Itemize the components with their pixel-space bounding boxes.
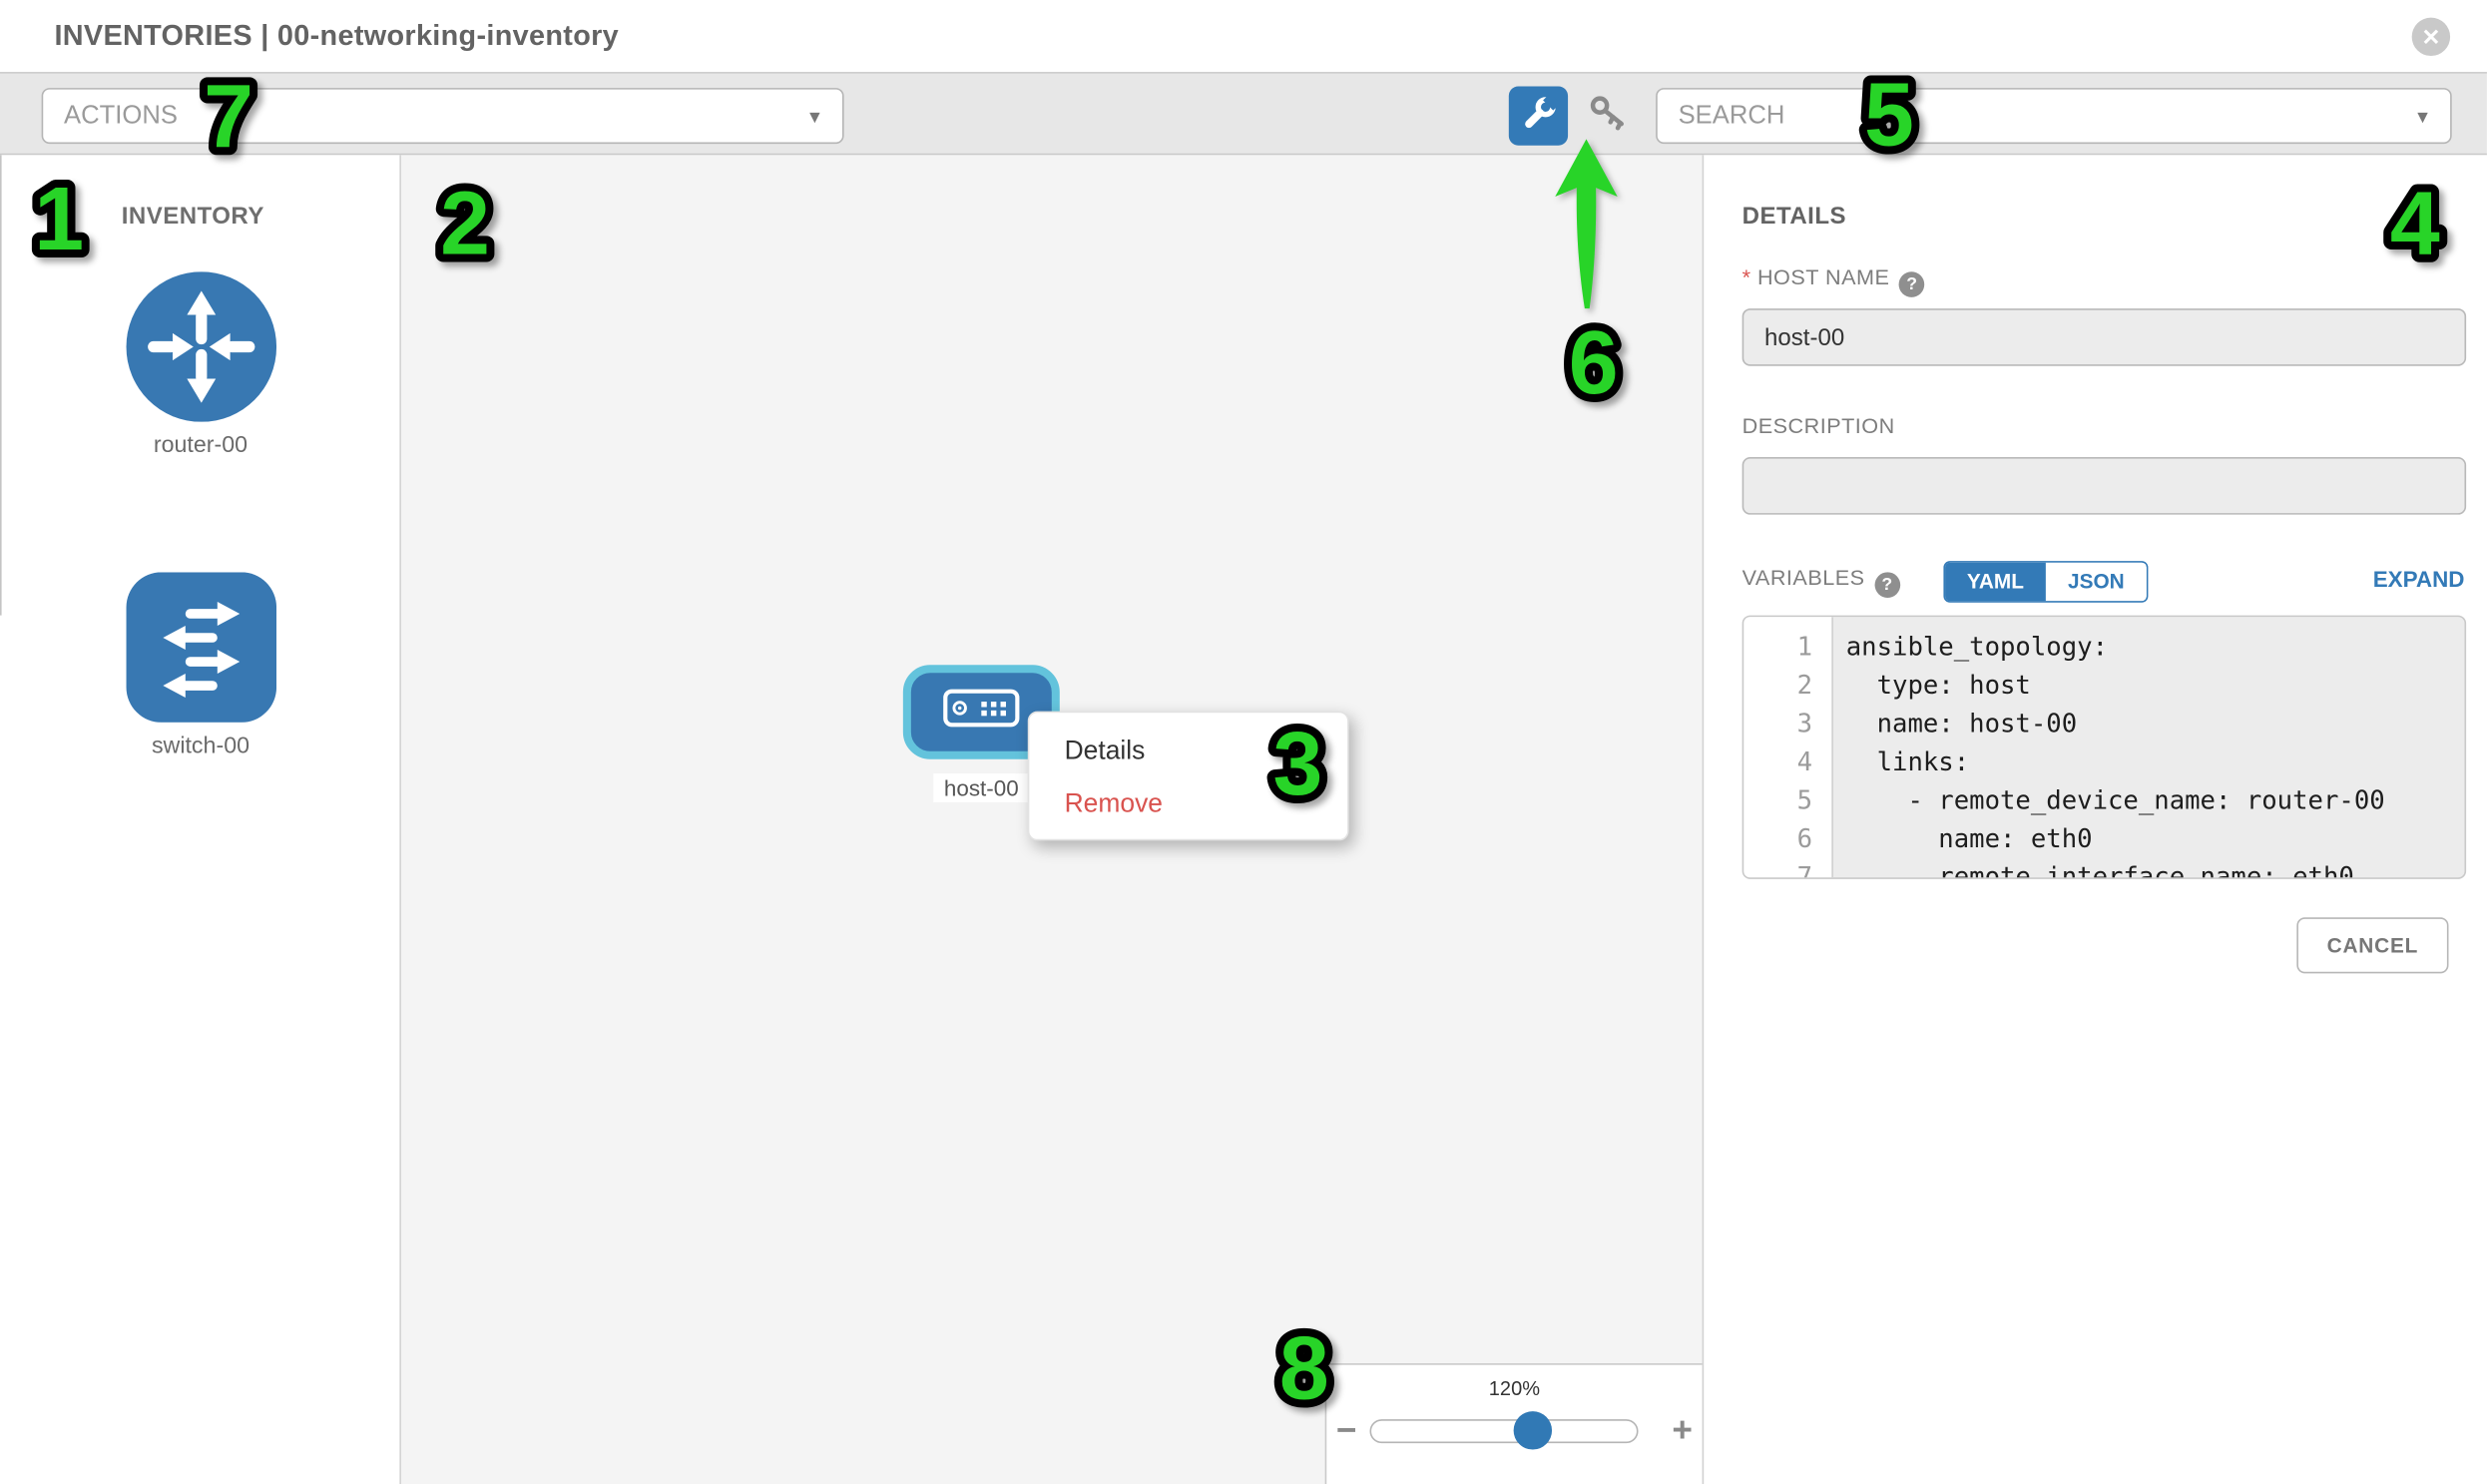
close-icon[interactable]: ✕ [2411,17,2451,57]
zoom-slider-thumb[interactable] [1513,1411,1553,1450]
switch-icon [0,572,401,723]
zoom-in-button[interactable]: + [1672,1409,1693,1450]
toggle-json-button[interactable]: JSON [2045,562,2147,602]
key-button[interactable] [1576,86,1640,145]
cancel-button[interactable]: CANCEL [2296,917,2449,974]
inventory-toolbox-heading: INVENTORY [121,203,264,231]
variables-code-editor[interactable]: 1 2 3 4 5 6 7 ansible_topology: type: ho… [1741,615,2467,879]
description-label: DESCRIPTION [1741,413,1895,438]
variables-label: VARIABLES [1741,565,1865,590]
details-heading: DETAILS [1741,203,1846,231]
page-title: INVENTORIES | 00-networking-inventory [54,19,620,52]
details-panel: DETAILS *HOST NAME? DESCRIPTION VARIABLE… [1702,155,2487,1484]
host-node-label: host-00 [903,773,1060,803]
variables-format-toggle: YAML JSON [1943,561,2149,603]
editor-code-lines: ansible_topology: type: host name: host-… [1845,631,2385,879]
zoom-control: 120% − + [1324,1363,1705,1484]
node-context-menu: Details Remove [1027,711,1349,841]
toolbox-left-edge [0,155,2,616]
palette-item-switch[interactable]: switch-00 [0,572,401,759]
palette-item-label: switch-00 [151,734,250,759]
zoom-out-button[interactable]: − [1335,1409,1357,1450]
palette-item-label: router-00 [153,433,249,459]
palette-item-router[interactable]: router-00 [0,271,401,459]
toolbar: ACTIONS ▾ [0,72,2487,156]
variables-label-row: VARIABLES? [1742,566,1900,598]
chevron-down-icon: ▾ [2417,104,2428,129]
actions-dropdown-label: ACTIONS [64,102,178,130]
question-icon[interactable]: ? [1874,572,1900,598]
zoom-level-value: 120% [1488,1377,1541,1400]
host-name-label-row: * HOST NAME? [1742,265,1925,297]
search-dropdown-label: SEARCH [1678,102,1785,130]
context-menu-item-remove[interactable]: Remove [1064,789,1164,818]
zoom-slider-track[interactable] [1369,1419,1639,1444]
host-icon [943,689,1020,735]
expand-link[interactable]: EXPAND [2372,565,2465,592]
topology-canvas[interactable]: host-00 Details Remove 120% − + [400,155,1705,1484]
editor-line-numbers: 1 2 3 4 5 6 7 [1743,617,1833,877]
app-header: INVENTORIES | 00-networking-inventory ✕ [0,0,2487,73]
required-asterisk: * [1741,264,1751,289]
search-dropdown[interactable]: SEARCH ▾ [1656,88,2452,145]
key-icon [1586,93,1629,139]
description-input[interactable] [1741,457,2467,515]
toggle-yaml-button[interactable]: YAML [1945,562,2046,602]
question-icon[interactable]: ? [1899,271,1925,297]
host-name-input[interactable] [1741,308,2467,366]
host-name-label: HOST NAME [1756,264,1890,289]
wrench-icon [1519,93,1560,137]
chevron-down-icon: ▾ [809,104,820,129]
context-menu-item-details[interactable]: Details [1064,737,1146,766]
content-area: INVENTORY [0,155,2487,1484]
inventory-toolbox: INVENTORY [0,155,401,1484]
actions-dropdown[interactable]: ACTIONS ▾ [41,88,844,145]
router-icon [0,271,401,422]
wrench-button[interactable] [1508,86,1569,146]
